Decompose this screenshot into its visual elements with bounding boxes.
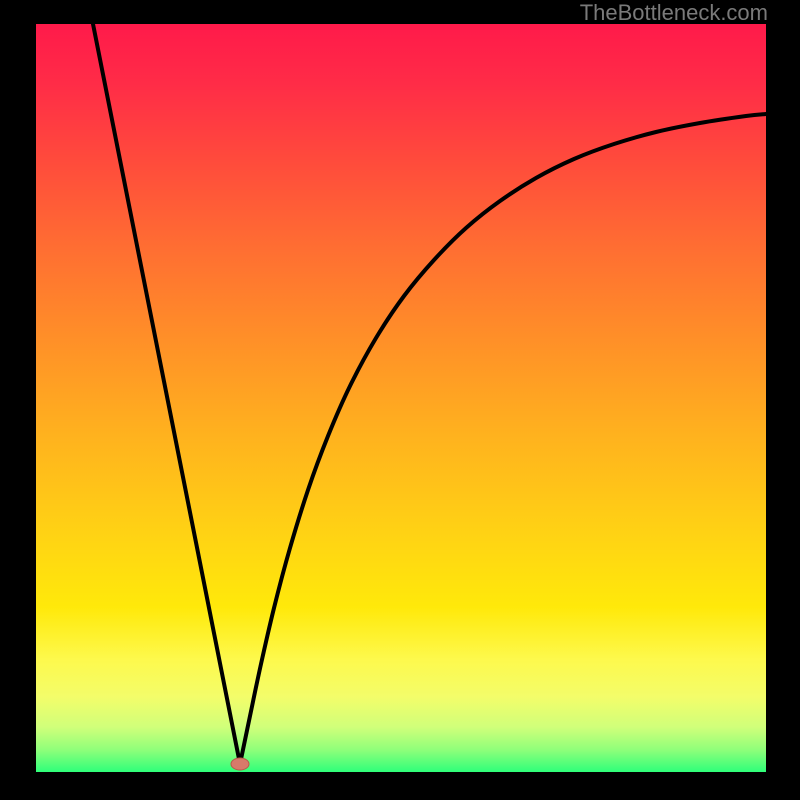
chart-container: TheBottleneck.com [0, 0, 800, 800]
bottleneck-curve [93, 24, 766, 764]
curve-layer [36, 24, 766, 772]
watermark-text: TheBottleneck.com [580, 0, 768, 26]
plot-area [36, 24, 766, 772]
optimum-marker [231, 758, 249, 770]
